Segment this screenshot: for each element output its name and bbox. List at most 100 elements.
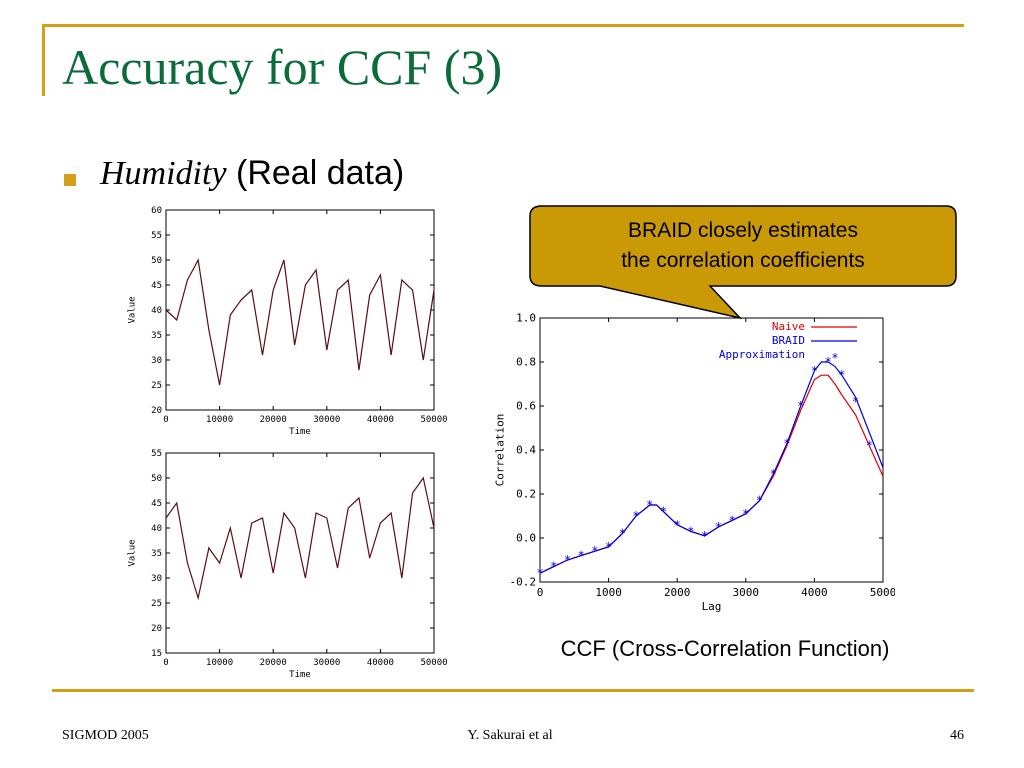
- legend-marker: *: [831, 351, 838, 365]
- y-tick-label: 20: [151, 624, 162, 634]
- series-line-braid: [539, 361, 884, 574]
- x-tick-label: 5000: [870, 586, 895, 599]
- y-tick-label: 40: [151, 524, 162, 534]
- series-line-humidity: [165, 476, 435, 601]
- approximation-point: *: [852, 395, 859, 409]
- series-line-humidity: [165, 258, 435, 386]
- approximation-point: *: [811, 364, 818, 378]
- y-tick-label: 35: [151, 331, 162, 341]
- y-tick-label: -0.2: [510, 576, 537, 589]
- x-tick-label: 10000: [206, 415, 233, 425]
- legend-label: BRAID: [772, 334, 805, 347]
- y-tick-label: 0.2: [516, 488, 536, 501]
- approximation-point: *: [728, 513, 735, 527]
- approximation-point: *: [605, 540, 612, 554]
- approximation-point: *: [715, 520, 722, 534]
- y-tick-label: 45: [151, 499, 162, 509]
- approximation-point: *: [550, 560, 557, 574]
- approximation-point: *: [578, 549, 585, 563]
- y-axis-label: Value: [128, 539, 138, 566]
- bullet-text: Humidity (Real data): [100, 154, 404, 193]
- approximation-point: *: [838, 368, 845, 382]
- y-tick-label: 60: [151, 206, 162, 216]
- bullet-emphasis: Humidity: [100, 155, 227, 192]
- y-tick-label: 0.8: [516, 356, 536, 369]
- approximation-point: *: [825, 355, 832, 369]
- approximation-point: *: [591, 544, 598, 558]
- y-tick-label: 40: [151, 306, 162, 316]
- x-tick-label: 40000: [367, 658, 394, 668]
- ccf-chart: 0 1000 2000 3000 4000 5000 -0.2 0.0 0.2 0.4 0.6 0.8…: [493, 312, 895, 613]
- approximation-point: *: [632, 509, 639, 523]
- x-tick-label: 0: [163, 415, 168, 425]
- approximation-point: *: [701, 529, 708, 543]
- callout-line-1: BRAID closely estimates: [628, 219, 858, 242]
- bullet-rest: (Real data): [226, 154, 405, 192]
- x-axis-label: Time: [289, 670, 311, 680]
- approximation-point: *: [646, 498, 653, 512]
- x-axis-label: Lag: [702, 600, 722, 613]
- approximation-point: *: [674, 518, 681, 532]
- x-tick-label: 10000: [206, 658, 233, 668]
- approximation-point: *: [770, 467, 777, 481]
- x-tick-label: 1000: [595, 586, 622, 599]
- x-tick-label: 3000: [733, 586, 760, 599]
- y-tick-label: 50: [151, 474, 162, 484]
- callout-text: BRAID closely estimates the correlation …: [530, 216, 956, 276]
- approximation-point: *: [687, 524, 694, 538]
- approximation-point: *: [536, 566, 543, 580]
- x-axis-label: Time: [289, 427, 311, 437]
- y-tick-label: 35: [151, 549, 162, 559]
- legend-label: Naive: [772, 320, 805, 333]
- x-tick-label: 0: [537, 586, 544, 599]
- x-tick-label: 30000: [313, 415, 340, 425]
- x-tick-label: 20000: [260, 658, 287, 668]
- y-axis-label: Correlation: [493, 414, 506, 487]
- y-tick-label: 0.0: [516, 532, 536, 545]
- callout-line-2: the correlation coefficients: [621, 249, 865, 272]
- y-tick-label: 30: [151, 356, 162, 366]
- y-tick-label: 15: [151, 649, 162, 659]
- approximation-point: *: [866, 439, 873, 453]
- footer-rule: [52, 689, 974, 692]
- slide-title: Accuracy for CCF (3): [62, 39, 503, 95]
- x-tick-label: 0: [163, 658, 168, 668]
- x-tick-label: 20000: [260, 415, 287, 425]
- humidity-chart-2: 0 10000 20000 30000 40000 50000 15 20 25 30 35 40 45…: [128, 449, 448, 680]
- approximation-point: *: [783, 436, 790, 450]
- x-tick-label: 40000: [367, 415, 394, 425]
- y-tick-label: 50: [151, 256, 162, 266]
- frame-top-rule: [42, 24, 964, 27]
- y-tick-label: 45: [151, 281, 162, 291]
- frame-left-rule: [42, 24, 45, 96]
- approximation-point: *: [797, 399, 804, 413]
- legend-label: Approximation: [719, 348, 805, 361]
- approximation-point: *: [756, 494, 763, 508]
- x-tick-label: 50000: [420, 415, 447, 425]
- y-tick-label: 30: [151, 574, 162, 584]
- footer-authors: Y. Sakurai et al: [467, 728, 553, 743]
- approximation-point: *: [660, 505, 667, 519]
- approximation-point: *: [619, 527, 626, 541]
- x-tick-label: 4000: [801, 586, 828, 599]
- x-tick-label: 30000: [313, 658, 340, 668]
- y-axis-label: Value: [128, 296, 138, 323]
- y-tick-label: 25: [151, 599, 162, 609]
- y-tick-label: 0.4: [516, 444, 536, 457]
- y-tick-label: 55: [151, 449, 162, 459]
- y-tick-label: 20: [151, 406, 162, 416]
- footer-venue: SIGMOD 2005: [62, 728, 149, 743]
- x-tick-label: 50000: [420, 658, 447, 668]
- y-tick-label: 25: [151, 381, 162, 391]
- approximation-point: *: [742, 507, 749, 521]
- y-tick-label: 55: [151, 231, 162, 241]
- y-tick-label: 1.0: [516, 312, 536, 325]
- y-tick-label: 0.6: [516, 400, 536, 413]
- ccf-caption: CCF (Cross-Correlation Function): [560, 636, 890, 661]
- approximation-point: *: [564, 553, 571, 567]
- bullet-square-icon: [64, 174, 76, 186]
- x-tick-label: 2000: [664, 586, 691, 599]
- humidity-chart-1: 0 10000 20000 30000 40000 50000 20 25 30 35 40 45 50…: [128, 206, 448, 437]
- footer-page-number: 46: [950, 728, 964, 743]
